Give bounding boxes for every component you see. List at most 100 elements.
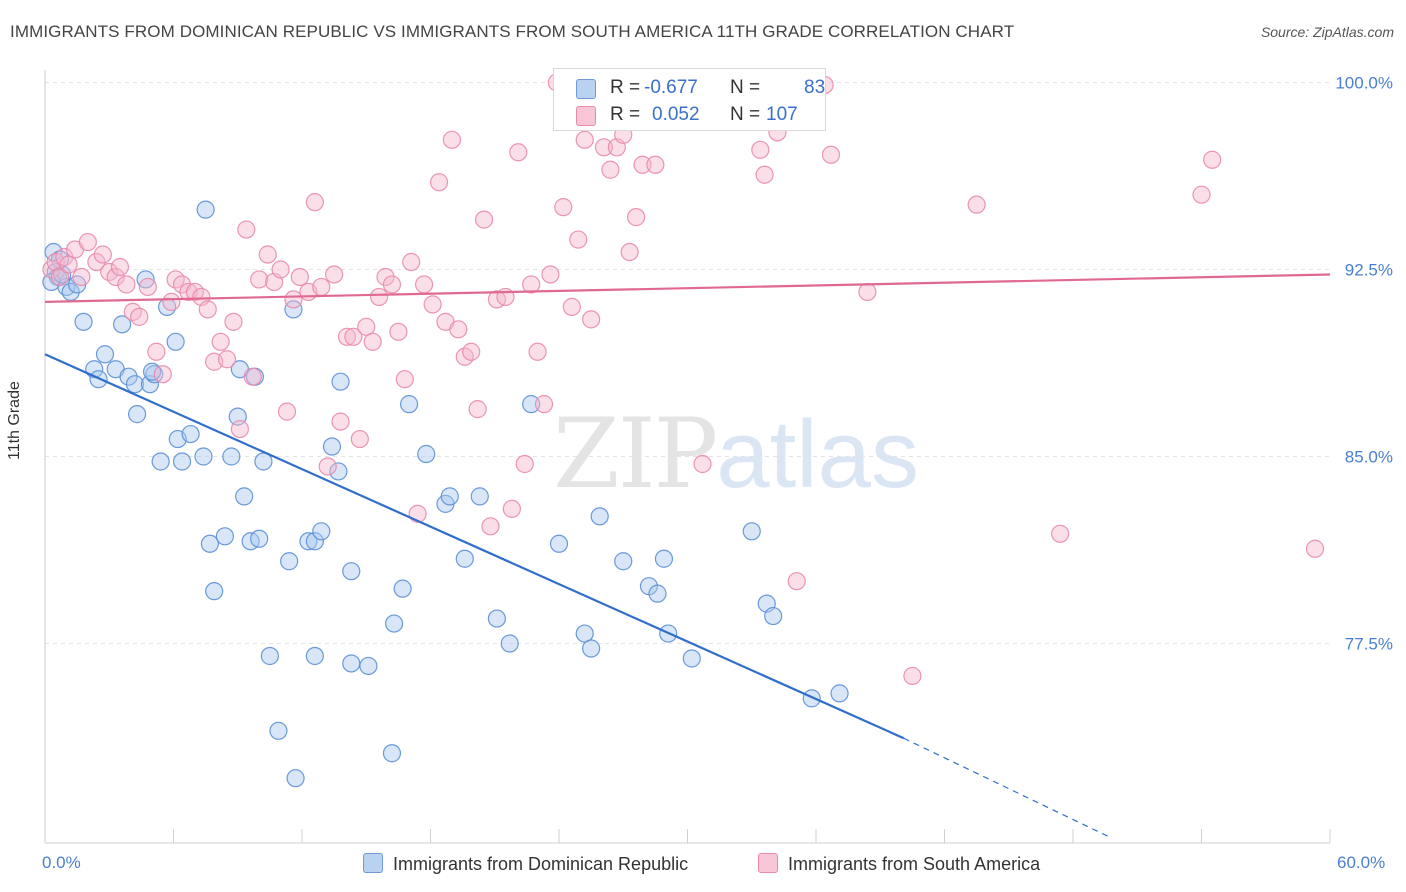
data-point-south-america (389, 322, 408, 341)
data-point-south-america (376, 267, 395, 287)
data-point-south-america (271, 260, 290, 279)
data-point-dominican (200, 534, 220, 553)
data-point-dominican (614, 552, 633, 571)
data-point-south-america (468, 400, 487, 419)
data-point-south-america (224, 312, 243, 331)
data-point-south-america (1051, 524, 1070, 543)
data-point-dominican (172, 452, 192, 471)
data-point-dominican (399, 395, 419, 414)
data-point-south-america (449, 320, 468, 339)
legend-label: Immigrants from Dominican Republic (393, 854, 689, 874)
data-point-dominican (194, 447, 213, 466)
data-point-south-america (414, 275, 434, 294)
source-label: Source: ZipAtlas.com (1260, 24, 1394, 40)
data-point-south-america (138, 277, 157, 297)
r-value: 0.052 (652, 104, 700, 125)
data-point-dominican (305, 532, 324, 551)
data-point-dominican (575, 624, 594, 643)
data-point-dominican (329, 462, 348, 481)
data-point-south-america (305, 193, 324, 212)
data-point-dominican (830, 684, 849, 703)
data-point-south-america (569, 230, 588, 249)
data-point-dominican (269, 721, 288, 740)
data-point-south-america (211, 332, 230, 351)
y-tick-label: 85.0% (1345, 448, 1393, 467)
data-point-dominican (181, 424, 200, 444)
data-point-south-america (1192, 185, 1211, 204)
data-point-dominican (764, 606, 783, 626)
data-point-south-america (562, 297, 581, 316)
data-point-south-america (50, 267, 70, 287)
data-point-south-america (620, 242, 639, 262)
y-tick-label: 92.5% (1345, 260, 1393, 279)
data-point-south-america (217, 350, 237, 369)
data-point-south-america (575, 130, 594, 149)
data-point-south-america (230, 419, 249, 439)
trend-line-dominican-extension (903, 737, 1112, 839)
data-point-dominican (342, 562, 361, 581)
data-point-south-america (198, 300, 217, 319)
data-point-south-america (357, 317, 376, 336)
data-point-south-america (106, 267, 125, 287)
data-point-dominican (95, 345, 115, 364)
data-point-dominican (802, 689, 821, 708)
watermark: ZIPatlas (553, 398, 919, 510)
legend-swatch-pink (576, 106, 596, 126)
data-point-dominican (549, 534, 569, 553)
data-point-south-america (462, 342, 481, 361)
x-tick-label-max: 60.0% (1337, 853, 1386, 872)
data-point-dominican (250, 529, 269, 548)
watermark-zip: ZIP (553, 398, 718, 510)
data-point-south-america (147, 342, 166, 361)
data-point-south-america (626, 208, 646, 227)
data-point-south-america (755, 165, 774, 184)
data-point-south-america (967, 195, 986, 214)
data-point-dominican (125, 375, 145, 394)
data-point-south-america (337, 327, 357, 346)
data-point-dominican (382, 744, 402, 763)
data-point-south-america (528, 342, 547, 361)
data-point-dominican (312, 522, 331, 541)
data-point-south-america (312, 277, 331, 297)
trend-lines (44, 273, 1331, 839)
data-point-dominican (127, 405, 147, 424)
data-point-dominican (286, 769, 305, 788)
data-point-south-america (554, 198, 573, 217)
data-point-south-america (258, 245, 277, 264)
data-point-south-america (402, 252, 421, 272)
data-point-dominican (582, 639, 601, 658)
series-south-america (42, 73, 1325, 686)
data-point-south-america (522, 275, 541, 294)
data-point-south-america (318, 457, 337, 476)
data-point-south-america (250, 270, 269, 289)
data-point-south-america (87, 252, 106, 272)
data-point-south-america (78, 232, 97, 252)
data-point-dominican (590, 507, 609, 526)
legend-label: Immigrants from South America (788, 854, 1041, 874)
r-value: -0.677 (644, 77, 698, 98)
data-point-dominican (136, 270, 155, 289)
data-point-south-america (395, 370, 414, 389)
data-point-dominican (359, 656, 378, 676)
data-point-dominican (654, 549, 674, 568)
data-point-south-america (382, 275, 402, 294)
y-axis-label: 11th Grade (6, 381, 23, 460)
n-label: N = (730, 77, 761, 98)
data-point-dominican (470, 487, 489, 506)
data-point-dominican (305, 646, 324, 666)
data-point-south-america (110, 257, 130, 277)
data-point-south-america (350, 429, 369, 449)
data-point-south-america (481, 517, 500, 536)
data-point-south-america (787, 572, 806, 591)
data-point-dominican (648, 584, 667, 603)
data-point-south-america (284, 290, 303, 309)
data-point-dominican (142, 362, 162, 381)
data-point-south-america (72, 267, 91, 287)
data-point-south-america (237, 220, 256, 239)
data-point-dominican (682, 649, 701, 668)
data-point-south-america (1305, 539, 1325, 558)
y-tick-label: 77.5% (1345, 635, 1393, 654)
data-point-dominican (222, 447, 241, 466)
r-label: R = (610, 77, 641, 98)
data-point-south-america (331, 412, 350, 431)
